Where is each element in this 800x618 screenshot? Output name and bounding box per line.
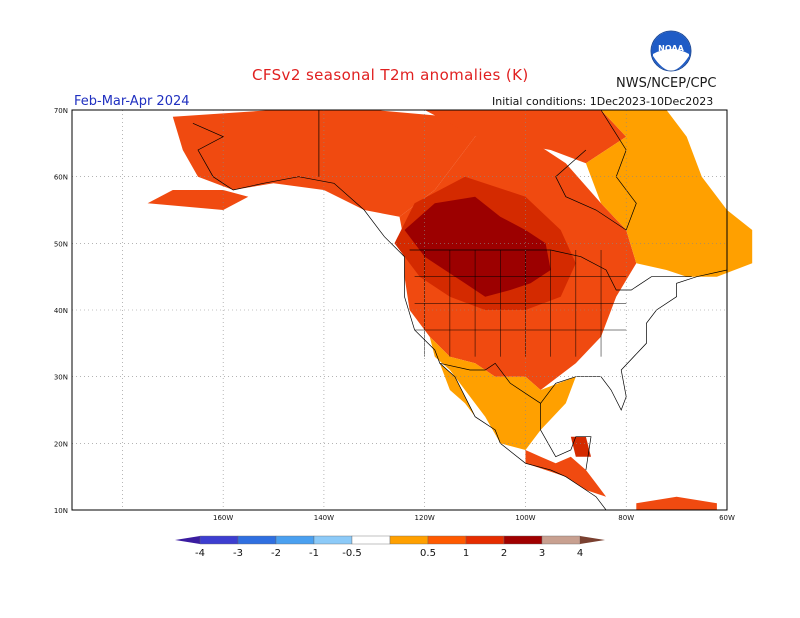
longitude-label: 100W: [515, 514, 535, 522]
graticule: [72, 110, 727, 510]
latitude-label: 70N: [54, 107, 68, 115]
anomaly-cell: [172, 110, 476, 217]
colorbar-bin: [465, 535, 505, 545]
anomaly-cell: [585, 110, 753, 277]
colorbar-bin: [541, 535, 581, 545]
latitude-label: 20N: [54, 440, 68, 448]
colorbar-label: 2: [501, 548, 507, 559]
latitude-label: 50N: [54, 240, 68, 248]
anomaly-cell: [147, 190, 249, 210]
colorbar-label: -0.5: [342, 548, 362, 559]
border-line: [439, 362, 541, 404]
season-label: Feb-Mar-Apr 2024: [74, 94, 190, 109]
anomaly-cell: [636, 496, 717, 510]
axis-labels: 70N 60N 50N 40N 30N 20N 10N 160W 140W 120W 100W 80W…: [54, 107, 735, 522]
colorbar-label: 0.5: [420, 548, 436, 559]
colorbar-label: -4: [195, 548, 205, 559]
colorbar-label: -3: [233, 548, 243, 559]
logo-text: NOAA: [658, 44, 684, 53]
border-line: [192, 122, 607, 511]
colorbar-bin: [199, 535, 239, 545]
colorbar-label: 4: [577, 548, 583, 559]
anomaly-cell: [439, 363, 481, 424]
anomaly-cell: [570, 436, 591, 457]
longitude-label: 80W: [618, 514, 634, 522]
longitude-label: 60W: [719, 514, 735, 522]
colorbar-legend: -4 -3 -2 -1 -0.5 0.5 1 2 3 4: [175, 535, 605, 559]
colorbar-right-arrow: [580, 536, 605, 544]
colorbar-bin: [427, 535, 467, 545]
map-frame: [71, 109, 728, 511]
colorbar-label: -2: [271, 548, 281, 559]
colorbar-bin: [503, 535, 543, 545]
colorbar-left-arrow: [175, 536, 200, 544]
anomaly-cell: [424, 110, 627, 164]
latitude-label: 10N: [54, 507, 68, 515]
colorbar-bin: [275, 535, 315, 545]
latitude-label: 60N: [54, 174, 68, 182]
anomaly-cell: [429, 336, 576, 450]
colorbar-bin: [313, 535, 353, 545]
agency-label: NWS/NCEP/CPC: [616, 76, 717, 91]
colorbar-bin: [237, 535, 277, 545]
colorbar-label: 3: [539, 548, 545, 559]
colorbar-label: -1: [309, 548, 319, 559]
longitude-label: 160W: [213, 514, 233, 522]
latitude-label: 30N: [54, 374, 68, 382]
map-title: CFSv2 seasonal T2m anomalies (K): [252, 66, 529, 84]
latitude-label: 40N: [54, 307, 68, 315]
anomaly-cell: [525, 450, 607, 497]
initial-conditions-label: Initial conditions: 1Dec2023-10Dec2023: [492, 95, 714, 108]
border-line: [409, 249, 692, 291]
noaa-logo-icon: NOAA: [650, 30, 692, 72]
colorbar-bin: [389, 535, 429, 545]
border-line: [540, 403, 592, 471]
colorbar-label: 1: [463, 548, 469, 559]
anomaly-cell: [404, 196, 551, 297]
anomaly-cells: [147, 110, 753, 510]
colorbar-bin: [351, 535, 391, 545]
longitude-label: 140W: [314, 514, 334, 522]
longitude-label: 120W: [415, 514, 435, 522]
